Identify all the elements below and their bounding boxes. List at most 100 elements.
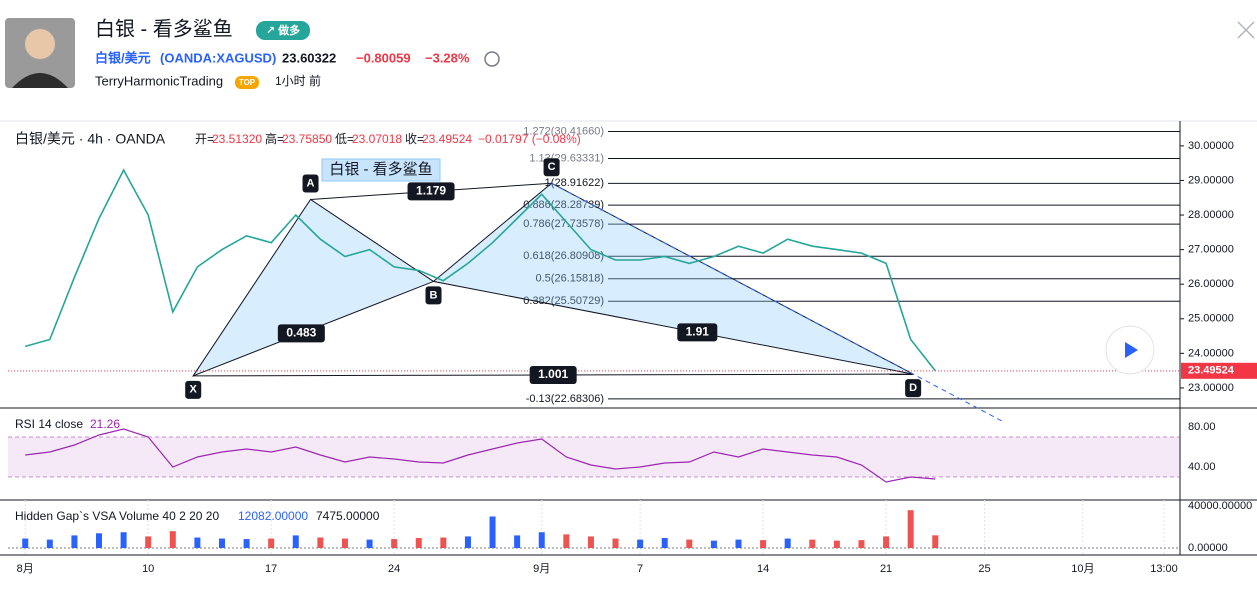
ratio-label: 1.179 bbox=[416, 184, 446, 198]
fib-label: 0.5(26.15818) bbox=[536, 273, 605, 285]
y-tick-label: 30.00000 bbox=[1188, 140, 1234, 152]
ratio-label: 0.483 bbox=[286, 326, 316, 340]
rsi-tick-label: 40.00 bbox=[1188, 461, 1216, 473]
point-box bbox=[543, 158, 560, 177]
volume-bar bbox=[218, 538, 225, 548]
close-button[interactable] bbox=[1237, 21, 1255, 39]
symbol[interactable]: 白银/美元 bbox=[95, 50, 151, 65]
volume-bar bbox=[735, 539, 742, 548]
top-badge-bg bbox=[235, 76, 259, 89]
x-tick-label: 24 bbox=[388, 563, 400, 575]
y-tick-label: 25.00000 bbox=[1188, 313, 1234, 325]
legend-close-label: 收= bbox=[405, 132, 424, 146]
volume-label: Hidden Gap`s VSA Volume 40 2 20 20 bbox=[15, 509, 219, 523]
volume-bar bbox=[661, 538, 668, 548]
volume-bar bbox=[317, 537, 324, 548]
rsi-line bbox=[25, 428, 936, 483]
legend-open: 23.51320 bbox=[212, 132, 262, 146]
volume-bar bbox=[243, 539, 250, 548]
volume-bar bbox=[686, 539, 693, 548]
alert-icon[interactable] bbox=[484, 51, 500, 67]
fib-label: 0.786(27.73578) bbox=[523, 218, 604, 230]
change: −0.80059 bbox=[356, 50, 411, 65]
legend-name: 白银/美元 · 4h · OANDA bbox=[15, 131, 166, 147]
exchange[interactable]: (OANDA:XAGUSD) bbox=[160, 50, 276, 65]
author[interactable]: TerryHarmonicTrading bbox=[95, 73, 223, 88]
y-tick-label: 27.00000 bbox=[1188, 244, 1234, 256]
volume-bar bbox=[268, 538, 275, 548]
rsi-tick-label: 80.00 bbox=[1188, 421, 1216, 433]
volume-value-1: 12082.00000 bbox=[238, 509, 308, 523]
fib-label: -0.13(22.68306) bbox=[526, 393, 604, 405]
x-tick-label: 25 bbox=[978, 563, 990, 575]
legend-change: −0.01797 (−0.08%) bbox=[478, 132, 581, 146]
x-tick-label: 13:00 bbox=[1150, 563, 1178, 575]
pattern-xab bbox=[191, 198, 435, 377]
last-price-bg bbox=[1181, 362, 1257, 379]
volume-tick-label: 0.00000 bbox=[1188, 542, 1228, 554]
volume-bar bbox=[612, 538, 619, 548]
legend-low-label: 低= bbox=[335, 132, 354, 146]
time: 1小时 前 bbox=[275, 73, 321, 88]
ratio-box bbox=[529, 365, 577, 384]
volume-bar bbox=[760, 540, 767, 548]
last-price-label: 23.49524 bbox=[1188, 365, 1235, 377]
point-label: B bbox=[430, 289, 438, 301]
badge: ↗ 做多 bbox=[266, 23, 300, 37]
play-icon bbox=[1125, 342, 1138, 358]
volume-bar bbox=[587, 536, 594, 548]
x-tick-label: 14 bbox=[757, 563, 769, 575]
point-box bbox=[302, 174, 319, 193]
volume-bar bbox=[440, 537, 447, 548]
fib-label: 1.13(29.63331) bbox=[529, 152, 604, 164]
legend-high-label: 高= bbox=[265, 131, 284, 146]
ratio-label: 1.001 bbox=[538, 367, 568, 381]
volume-bar bbox=[833, 540, 840, 548]
point-label: X bbox=[190, 384, 198, 396]
legend-close: 23.49524 bbox=[422, 132, 472, 146]
volume-bar bbox=[907, 510, 914, 548]
ratio-box bbox=[677, 323, 718, 342]
volume-bar bbox=[366, 539, 373, 548]
volume-bar bbox=[96, 533, 103, 548]
point-label: C bbox=[548, 161, 556, 173]
ratio-box bbox=[277, 324, 325, 343]
volume-bar bbox=[538, 532, 545, 548]
y-tick-label: 28.00000 bbox=[1188, 209, 1234, 221]
change-pct: −3.28% bbox=[425, 50, 470, 65]
rsi-label: RSI 14 close bbox=[15, 417, 83, 431]
price-line bbox=[24, 168, 936, 372]
volume-bar bbox=[710, 540, 717, 548]
volume-bar bbox=[489, 516, 496, 548]
volume-bar bbox=[194, 537, 201, 548]
point-box bbox=[425, 286, 442, 305]
pattern-title: 白银 - 看多鲨鱼 bbox=[329, 160, 432, 178]
legend-high: 23.75850 bbox=[282, 132, 332, 146]
x-tick-label: 8月 bbox=[17, 563, 34, 575]
point-label: D bbox=[909, 382, 917, 394]
fib-label: 1(28.91622) bbox=[545, 177, 604, 189]
fib-label: 0.382(25.50729) bbox=[523, 295, 604, 307]
x-tick-label: 17 bbox=[265, 563, 277, 575]
pattern-title-bg bbox=[321, 158, 441, 182]
x-tick-label: 21 bbox=[880, 563, 892, 575]
pattern-bcd bbox=[432, 182, 914, 375]
x-tick-label: 10月 bbox=[1071, 563, 1094, 575]
x-tick-label: 7 bbox=[637, 563, 643, 575]
y-tick-label: 26.00000 bbox=[1188, 278, 1234, 290]
volume-bar bbox=[292, 535, 299, 548]
y-tick-label: 23.00000 bbox=[1188, 382, 1234, 394]
volume-bar bbox=[391, 539, 398, 548]
projection-line bbox=[551, 182, 1004, 423]
point-box bbox=[905, 379, 922, 398]
volume-tick-label: 40000.00000 bbox=[1188, 500, 1252, 512]
volume-bar bbox=[809, 539, 816, 548]
x-tick-label: 10 bbox=[142, 563, 154, 575]
volume-value-2: 7475.00000 bbox=[316, 509, 380, 523]
x-tick-label: 9月 bbox=[533, 563, 550, 575]
ratio-label: 1.91 bbox=[686, 325, 710, 339]
volume-bar bbox=[341, 538, 348, 548]
fib-label: 0.886(28.28739) bbox=[523, 199, 604, 211]
volume-bar bbox=[883, 536, 890, 548]
